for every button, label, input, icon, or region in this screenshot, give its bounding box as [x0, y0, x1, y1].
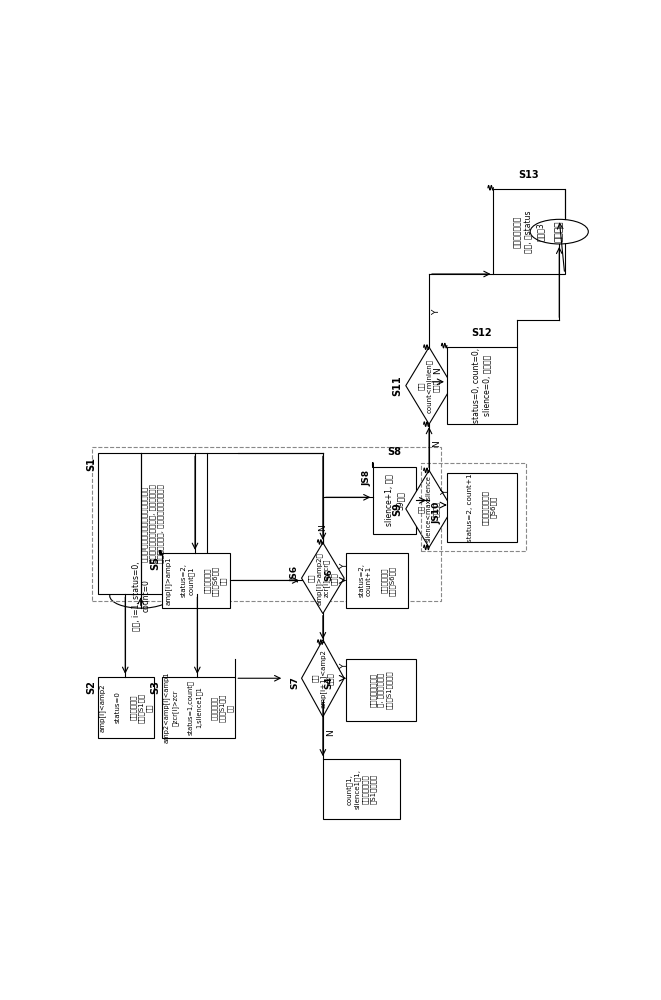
FancyBboxPatch shape: [493, 189, 564, 274]
Text: status=2, count+1

下一帧信号检测执
行S6步骤: status=2, count+1 下一帧信号检测执 行S6步骤: [467, 473, 496, 542]
Text: 语音信号以已经
找到, 将status
设置为3: 语音信号以已经 找到, 将status 设置为3: [514, 210, 545, 253]
Polygon shape: [406, 470, 452, 547]
Text: S5: S5: [150, 557, 160, 570]
Text: N: N: [432, 440, 442, 447]
Text: 开始, i=1, status=0,
count=0: 开始, i=1, status=0, count=0: [131, 561, 151, 631]
Text: N: N: [433, 367, 442, 374]
FancyBboxPatch shape: [162, 553, 230, 608]
Text: 结束进程: 结束进程: [555, 221, 564, 242]
Text: S8: S8: [387, 447, 402, 457]
Text: S4: S4: [325, 676, 333, 689]
FancyBboxPatch shape: [98, 453, 207, 594]
Text: S7: S7: [291, 676, 299, 689]
Text: JS6: JS6: [291, 566, 299, 582]
Text: S13: S13: [519, 170, 539, 180]
Text: amp[i]<amp2

status=0

下一帧信号检
测按照S1步骤
进行: amp[i]<amp2 status=0 下一帧信号检 测按照S1步骤 进行: [99, 683, 153, 732]
Text: S1: S1: [86, 457, 96, 471]
Polygon shape: [301, 640, 344, 717]
Text: slience+1, 执行
S9步骤: slience+1, 执行 S9步骤: [385, 474, 405, 526]
FancyBboxPatch shape: [373, 466, 416, 534]
Text: Y: Y: [340, 564, 349, 569]
Text: S2: S2: [87, 681, 97, 694]
Text: N: N: [319, 525, 327, 531]
Text: S3: S3: [150, 681, 160, 694]
Text: Y: Y: [441, 489, 450, 495]
Text: amp2<amp[i]<amp1
且zcr[i]>zcr

status=1,count加
1,slience1加1

下一帧信号检
测按照S1步骤
进行: amp2<amp[i]<amp1 且zcr[i]>zcr status=1,co…: [163, 672, 234, 743]
Text: amp[i]>amp1

status=2,
count加1

下一帧信号检
测按照S6步骤
进行: amp[i]>amp1 status=2, count加1 下一帧信号检 测按照…: [165, 556, 227, 605]
FancyBboxPatch shape: [98, 677, 154, 738]
Text: 判断
slience<maxslience
是否成立: 判断 slience<maxslience 是否成立: [418, 475, 440, 542]
Ellipse shape: [530, 219, 588, 244]
Text: count加1,
slience1加1,
一帧信号检测按
照S1步骤进行: count加1, slience1加1, 一帧信号检测按 照S1步骤进行: [346, 769, 377, 809]
Text: 判断第i帧语音信号的能量与最低能量阈
值、最高能量阈值的大小, 并且过零率与
零率阈值的大小, 判断语音长度计数变量: 判断第i帧语音信号的能量与最低能量阈 值、最高能量阈值的大小, 并且过零率与 零…: [141, 484, 164, 563]
Text: S9: S9: [392, 502, 402, 516]
FancyBboxPatch shape: [447, 347, 517, 424]
Text: status=0, count=0,
slience=0, 继续检测: status=0, count=0, slience=0, 继续检测: [472, 348, 492, 423]
Text: 判断
amp[i+1]<amp2
否成立: 判断 amp[i+1]<amp2 否成立: [312, 649, 334, 708]
Text: S12: S12: [471, 328, 492, 338]
Text: 判断
amp[i]>amp2或
zcr[i]>zcr是
否成立: 判断 amp[i]>amp2或 zcr[i]>zcr是 否成立: [308, 552, 338, 605]
Text: N: N: [326, 729, 335, 736]
Text: status=2,
count+1

下一帧信号检
测执行S6步骤: status=2, count+1 下一帧信号检 测执行S6步骤: [358, 563, 396, 597]
FancyBboxPatch shape: [323, 759, 401, 819]
Text: 含弃前面的语音部
分, 下一帧信号检
测按照S1步骤进行: 含弃前面的语音部 分, 下一帧信号检 测按照S1步骤进行: [369, 670, 393, 709]
Text: Y: Y: [432, 310, 442, 315]
Text: S11: S11: [392, 375, 402, 396]
Text: JS8: JS8: [363, 470, 371, 486]
Polygon shape: [406, 347, 452, 424]
FancyBboxPatch shape: [346, 553, 408, 608]
FancyBboxPatch shape: [447, 473, 517, 542]
Ellipse shape: [110, 584, 172, 608]
Polygon shape: [301, 543, 344, 614]
Text: JS10: JS10: [433, 502, 442, 524]
Text: Y: Y: [340, 664, 349, 669]
Text: S6: S6: [325, 568, 333, 581]
FancyBboxPatch shape: [346, 659, 416, 721]
FancyBboxPatch shape: [162, 677, 235, 738]
Text: 判断
count<minlen是
否成立: 判断 count<minlen是 否成立: [418, 359, 440, 413]
